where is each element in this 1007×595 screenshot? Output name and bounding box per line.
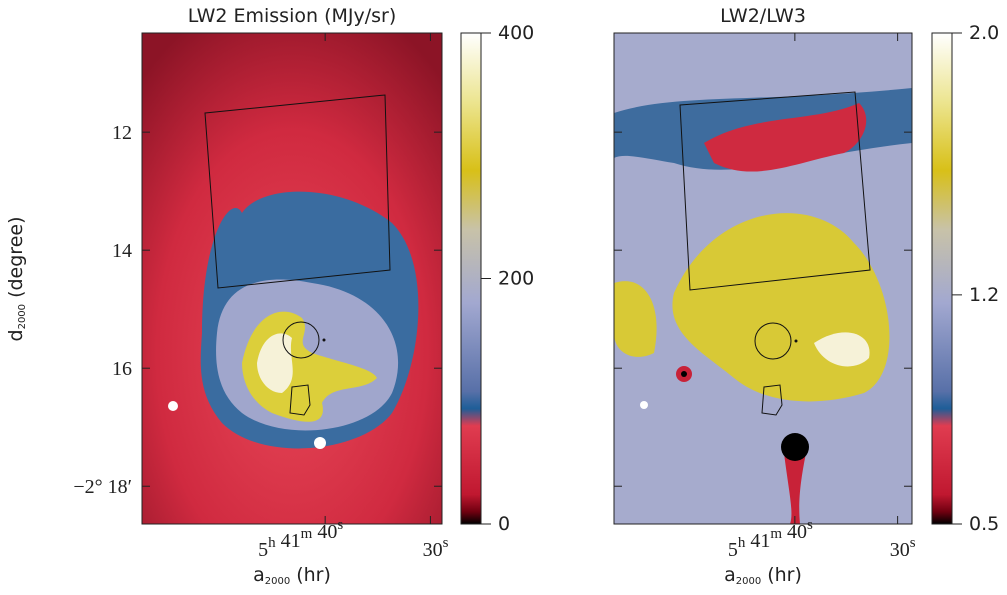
y-tick-label: −2° 18′ — [73, 476, 132, 498]
tick-sup: s — [807, 517, 813, 533]
x-axis-title: a2000 (hr) — [253, 564, 331, 587]
tick-text: 5 — [258, 539, 268, 561]
ratio-image — [614, 33, 912, 524]
emission-image — [142, 33, 442, 524]
y-tick-label: 16 — [112, 358, 132, 380]
colorbar-label: 1.2 — [969, 284, 999, 306]
axis-symbol: a — [724, 564, 736, 586]
colorbar-label: 2.0 — [969, 22, 999, 44]
tick-sup: s — [910, 535, 916, 551]
y-tick-label: 12 — [112, 122, 132, 144]
tick-sup: m — [301, 526, 313, 542]
tick-sup: m — [770, 526, 782, 542]
tick-text: 41 — [276, 530, 301, 552]
axis-unit: (degree) — [5, 217, 27, 304]
tick-text: 40 — [312, 521, 337, 543]
colorbar-label: 0 — [498, 513, 510, 535]
axis-unit: (hr) — [290, 564, 331, 586]
y-tick-label: 14 — [112, 240, 132, 262]
axis-symbol: d — [5, 329, 27, 341]
axis-unit: (hr) — [761, 564, 802, 586]
x-axis-title: a2000 (hr) — [724, 564, 802, 587]
tick-text: 30 — [423, 539, 443, 561]
colorbar-label: 200 — [498, 268, 534, 290]
axis-sub: 2000 — [265, 576, 290, 587]
colorbar-label: 400 — [498, 22, 534, 44]
tick-text: 40 — [782, 521, 807, 543]
axis-symbol: a — [253, 564, 265, 586]
colorbar-label: 0.5 — [969, 513, 999, 535]
y-axis-title: d2000 (degree) — [5, 217, 28, 342]
tick-text: 5 — [728, 539, 738, 561]
panel-title: LW2/LW3 — [720, 5, 806, 27]
figure: LW2 Emission (MJy/sr)5h 41m 40s30sa2000 … — [0, 0, 1007, 590]
tick-text: 41 — [745, 530, 770, 552]
colorbar — [461, 33, 481, 524]
tick-sup: s — [337, 517, 343, 533]
tick-sup: s — [443, 535, 449, 551]
tick-text: 30 — [890, 539, 910, 561]
colorbar — [932, 33, 952, 524]
panel-title: LW2 Emission (MJy/sr) — [188, 5, 397, 27]
axis-sub: 2000 — [17, 304, 28, 329]
x-tick-label: 30s — [423, 535, 449, 561]
x-tick-label: 30s — [890, 535, 916, 561]
axis-sub: 2000 — [736, 576, 761, 587]
